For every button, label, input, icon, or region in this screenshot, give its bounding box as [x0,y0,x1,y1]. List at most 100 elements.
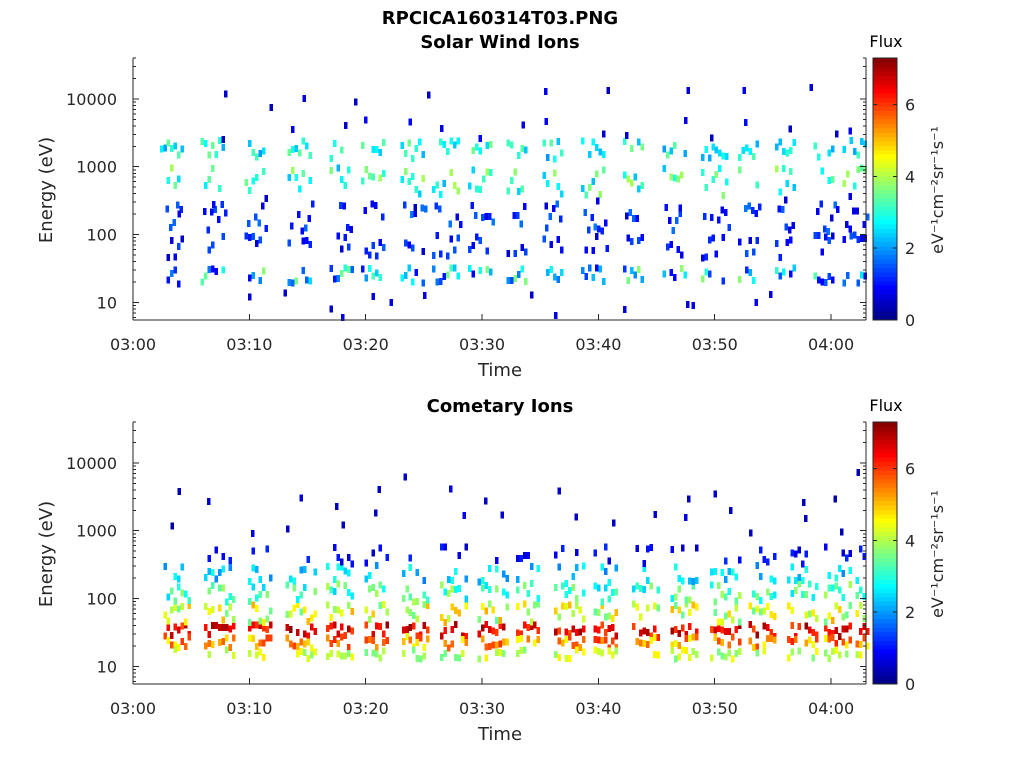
spectrogram-cell [302,95,306,102]
spectrogram-cell [211,621,215,629]
spectrogram-cell [456,137,460,145]
spectrogram-cell [411,278,415,286]
spectrogram-cell [265,545,270,553]
spectrogram-cell [622,265,627,273]
spectrogram-cell [575,646,579,654]
spectrogram-cell [262,654,266,661]
spectrogram-cell [264,224,268,232]
colorbar-swatch [873,662,897,668]
spectrogram-cell [265,615,270,623]
colorbar-swatch [873,271,897,277]
spectrogram-cell [207,608,211,615]
spectrogram-cell [173,266,178,274]
spectrogram-cell [848,549,852,557]
spectrogram-cell [594,170,599,178]
spectrogram-cell [170,164,174,172]
spectrogram-cell [170,606,174,614]
spectrogram-cell [717,624,721,632]
spectrogram-cell [676,246,680,253]
spectrogram-cell [738,648,742,656]
spectrogram-cell [515,602,520,610]
spectrogram-cell [561,602,565,610]
spectrogram-cell [269,621,273,629]
spectrogram-cell [285,581,289,589]
spectrogram-cell [824,543,828,551]
colorbar-swatch [873,583,897,589]
spectrogram-cell [404,271,408,279]
spectrogram-cell [313,568,317,576]
spectrogram-cell [221,553,225,561]
spectrogram-cell [520,185,524,193]
colorbar-unit-label: eV⁻¹cm⁻²sr⁻¹s⁻¹ [928,126,947,254]
spectrogram-cell [817,231,821,239]
spectrogram-cell [611,624,615,631]
spectrogram-cell [691,647,695,655]
spectrogram-cell [244,232,249,240]
spectrogram-cell [515,629,520,637]
spectrogram-cell [775,165,779,173]
spectrogram-cell [593,608,598,616]
spectrogram-cell [173,253,178,261]
spectrogram-cell [180,602,185,610]
spectrogram-cell [378,601,382,609]
spectrogram-cell [683,513,688,521]
colorbar-swatch [873,106,897,111]
spectrogram-cell [345,223,350,231]
spectrogram-cell [838,651,842,659]
spectrogram-cell [782,147,786,155]
spectrogram-cell [477,655,481,663]
spectrogram-cell [561,582,565,590]
spectrogram-cell [251,177,256,185]
spectrogram-cell [841,625,846,633]
spectrogram-cell [755,605,759,613]
colorbar-swatch [873,670,897,676]
spectrogram-cell [575,628,579,636]
spectrogram-cell [778,188,783,196]
spectrogram-cell [461,632,465,640]
spectrogram-cell [404,239,408,247]
spectrogram-cell [336,553,341,561]
spectrogram-cell [775,240,779,247]
spectrogram-cell [506,187,510,195]
colorbar-swatch [873,553,897,558]
spectrogram-cell [291,145,295,153]
spectrogram-cell [856,166,861,173]
spectrogram-cell [412,612,416,619]
spectrogram-cell [443,639,448,647]
spectrogram-cell [255,642,259,650]
spectrogram-cell [333,275,337,283]
spectrogram-cell [587,264,592,272]
spectrogram-cell [752,248,756,256]
spectrogram-cell [653,602,657,610]
spectrogram-cell [308,241,313,248]
spectrogram-cell [306,617,310,625]
spectrogram-cell [439,125,444,133]
colorbar-swatch [873,127,897,133]
spectrogram-cell [498,622,502,630]
x-tick-label: 03:50 [692,335,738,354]
spectrogram-cell [856,279,861,287]
spectrogram-cell [587,184,592,192]
spectrogram-cell [177,280,181,288]
spectrogram-cell [340,558,344,566]
spectrogram-cell [607,557,612,565]
spectrogram-cell [713,568,718,575]
spectrogram-cell [727,628,731,635]
spectrogram-cell [207,151,211,159]
x-tick-label: 03:40 [575,699,621,718]
spectrogram-cell [604,219,608,227]
spectrogram-cell [754,209,758,217]
spectrogram-cell [364,636,368,644]
spectrogram-cell [765,603,770,611]
spectrogram-cell [582,648,586,656]
spectrogram-cell [371,173,375,181]
spectrogram-cell [411,155,415,162]
spectrogram-cell [629,267,634,274]
colorbar-swatch [873,561,897,567]
spectrogram-cell [833,201,837,209]
spectrogram-cell [519,647,523,654]
spectrogram-cell [568,633,572,641]
spectrogram-cell [656,604,661,612]
spectrogram-cell [807,580,812,588]
spectrogram-cell [626,175,630,183]
